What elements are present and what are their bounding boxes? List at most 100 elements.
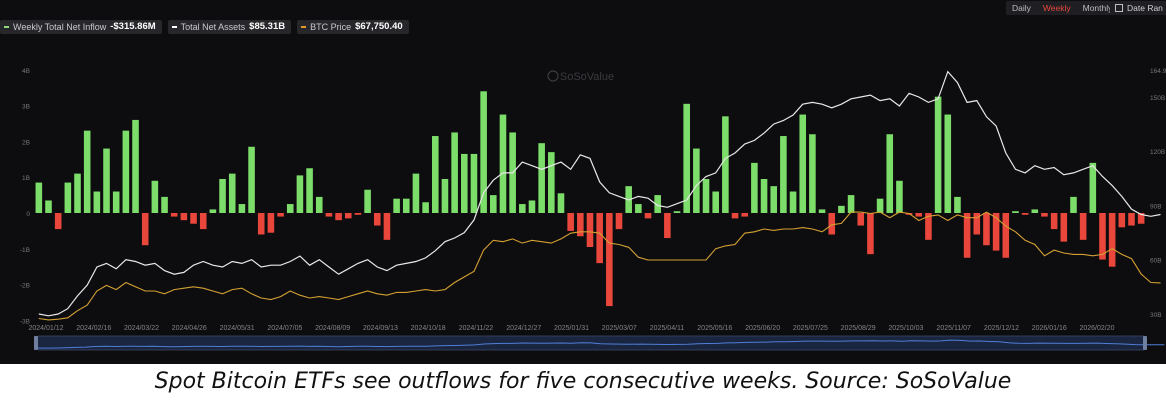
inflow-bar	[635, 204, 642, 213]
inflow-bar	[480, 91, 487, 213]
legend-swatch-inflow	[4, 26, 9, 28]
inflow-bar	[219, 178, 226, 213]
inflow-bar	[886, 134, 894, 213]
inflow-bar	[228, 173, 236, 213]
left-axis-tick-label: -2B	[20, 283, 30, 290]
inflow-bar	[780, 136, 787, 213]
inflow-bar	[586, 213, 594, 248]
date-range-button[interactable]: Date Ran	[1110, 1, 1166, 15]
inflow-bar	[451, 132, 458, 213]
inflow-bar	[170, 213, 178, 217]
left-axis-tick-label: -1B	[20, 247, 30, 254]
x-axis-tick-label: 2024/05/31	[220, 325, 255, 332]
inflow-bar	[161, 196, 168, 213]
inflow-bar	[1137, 213, 1145, 224]
inflow-bar	[1108, 213, 1116, 267]
inflow-bar	[325, 213, 333, 217]
watermark-logo	[547, 70, 559, 82]
inflow-bar	[702, 178, 710, 213]
x-axis-tick-label: 2025/10/03	[888, 325, 923, 332]
toggle-monthly[interactable]: Monthly	[1082, 3, 1113, 13]
inflow-bar	[654, 195, 661, 213]
x-axis-tick-label: 2024/01/12	[28, 325, 63, 332]
legend-item-inflow[interactable]: Weekly Total Net Inflow -$315.86M	[0, 20, 162, 34]
left-axis-tick-label: -3B	[20, 318, 30, 325]
left-axis-tick-label: 2B	[22, 139, 30, 146]
inflow-bar	[538, 143, 545, 213]
inflow-bar	[818, 209, 826, 213]
legend-label-price: BTC Price	[310, 22, 352, 32]
legend-label-assets: Total Net Assets	[180, 22, 246, 32]
inflow-bar	[664, 213, 671, 239]
inflow-bar	[577, 213, 584, 237]
chart-panel: SoSoValue 4B 3B 2B 1B 0 -1B -2B -3B 164.9 150B 120B…	[0, 0, 1166, 364]
inflow-bar	[190, 213, 197, 224]
right-axis-tick-label: 164.9	[1150, 68, 1166, 75]
legend-item-assets[interactable]: Total Net Assets $85.31B	[167, 20, 292, 34]
toggle-weekly[interactable]: Weekly	[1042, 3, 1071, 13]
inflow-bar	[557, 193, 565, 213]
inflow-bar	[983, 213, 990, 246]
navigator-handle-left[interactable]	[34, 336, 38, 350]
inflow-bar	[1099, 213, 1106, 260]
right-axis-tick-label: 60B	[1150, 258, 1162, 265]
x-axis-tick-label: 2025/01/31	[554, 325, 589, 332]
x-axis-tick-label: 2025/06/20	[745, 325, 780, 332]
inflow-bar	[335, 213, 342, 221]
inflow-bar	[286, 204, 294, 213]
inflow-bar	[122, 130, 130, 213]
left-axis-tick-label: 1B	[22, 175, 30, 182]
inflow-bar	[1128, 213, 1135, 226]
navigator-handle-right[interactable]	[1143, 336, 1147, 350]
toggle-daily[interactable]: Daily	[1012, 3, 1031, 13]
inflow-bar	[741, 213, 749, 217]
legend-value-assets: $85.31B	[249, 21, 286, 32]
left-axis-tick-label: 3B	[22, 104, 30, 111]
inflow-bar	[712, 191, 719, 213]
legend-item-price[interactable]: BTC Price $67,750.40	[297, 20, 409, 34]
range-navigator	[34, 335, 1165, 351]
inflow-bar	[1002, 213, 1010, 258]
inflow-bar	[925, 213, 932, 240]
inflow-bar	[751, 162, 758, 213]
inflow-bar	[847, 195, 855, 213]
inflow-bar	[151, 180, 159, 213]
legend-value-price: $67,750.40	[355, 21, 403, 32]
inflow-bar	[490, 195, 497, 213]
calendar-icon	[1115, 4, 1123, 12]
inflow-bar	[431, 136, 439, 213]
inflow-bar	[934, 96, 942, 213]
inflow-bar	[673, 211, 681, 213]
inflow-bar	[963, 213, 971, 258]
inflow-bar	[315, 196, 323, 213]
inflow-bar	[519, 204, 526, 213]
x-axis-tick-label: 2024/09/13	[363, 325, 398, 332]
inflow-bar	[548, 152, 555, 213]
x-axis-tick-label: 2025/04/11	[650, 325, 685, 332]
inflow-bar	[1031, 209, 1039, 213]
inflow-bar	[722, 116, 729, 213]
inflow-bar	[93, 191, 101, 213]
right-axis-tick-label: 30B	[1150, 312, 1162, 319]
inflow-bar	[1021, 213, 1029, 215]
inflow-bar	[789, 191, 797, 213]
left-axis-tick-label: 4B	[22, 68, 30, 75]
inflow-bar	[470, 153, 478, 213]
inflow-bar	[1050, 213, 1058, 230]
inflow-bar	[103, 148, 110, 213]
inflow-bar	[267, 213, 275, 233]
date-range-label: Date Ran	[1127, 3, 1163, 13]
watermark-text: SoSoValue	[560, 71, 614, 83]
btc-price-line	[38, 211, 1161, 321]
inflow-bar	[615, 213, 623, 230]
x-axis-tick-label: 2024/12/27	[506, 325, 541, 332]
inflow-bar	[954, 196, 961, 213]
inflow-bar	[973, 213, 981, 235]
inflow-bar	[354, 213, 362, 215]
inflow-bar	[54, 213, 62, 230]
inflow-bar	[74, 173, 81, 213]
inflow-bar	[1118, 213, 1126, 228]
inflow-bar	[693, 148, 700, 213]
x-axis-tick-label: 2025/05/16	[697, 325, 732, 332]
inflow-bar	[132, 119, 139, 213]
